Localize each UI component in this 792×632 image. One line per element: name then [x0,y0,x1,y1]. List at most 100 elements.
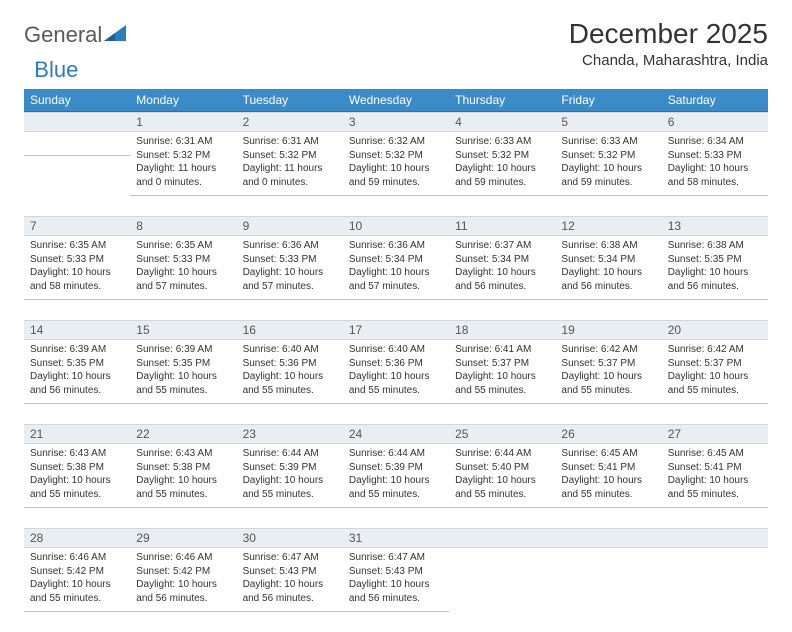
day-number-cell: 26 [555,424,661,444]
daylight-text: Daylight: 10 hours and 55 minutes. [668,474,762,501]
day-number-cell: 5 [555,112,661,133]
day-number: 18 [449,320,555,340]
daylight-text: Daylight: 10 hours and 55 minutes. [349,474,443,501]
sunrise-text: Sunrise: 6:31 AM [243,135,337,149]
day-details [662,548,768,571]
day-number: 24 [343,424,449,444]
day-cell: Sunrise: 6:47 AMSunset: 5:43 PMDaylight:… [237,548,343,632]
sunset-text: Sunset: 5:41 PM [561,461,655,475]
sunrise-text: Sunrise: 6:44 AM [455,447,549,461]
sunrise-text: Sunrise: 6:45 AM [668,447,762,461]
daylight-text: Daylight: 10 hours and 55 minutes. [136,370,230,397]
daylight-text: Daylight: 10 hours and 59 minutes. [455,162,549,189]
day-content-row: Sunrise: 6:43 AMSunset: 5:38 PMDaylight:… [24,444,768,528]
day-cell: Sunrise: 6:39 AMSunset: 5:35 PMDaylight:… [130,340,236,424]
sunrise-text: Sunrise: 6:44 AM [243,447,337,461]
day-cell: Sunrise: 6:45 AMSunset: 5:41 PMDaylight:… [662,444,768,528]
day-cell: Sunrise: 6:44 AMSunset: 5:39 PMDaylight:… [237,444,343,528]
day-number-cell: 20 [662,320,768,340]
day-cell: Sunrise: 6:31 AMSunset: 5:32 PMDaylight:… [237,132,343,216]
sunset-text: Sunset: 5:34 PM [349,253,443,267]
day-details: Sunrise: 6:42 AMSunset: 5:37 PMDaylight:… [662,340,768,404]
sunset-text: Sunset: 5:37 PM [668,357,762,371]
sunrise-text: Sunrise: 6:36 AM [349,239,443,253]
daylight-text: Daylight: 11 hours and 0 minutes. [243,162,337,189]
sunset-text: Sunset: 5:37 PM [561,357,655,371]
day-cell: Sunrise: 6:31 AMSunset: 5:32 PMDaylight:… [130,132,236,216]
sunset-text: Sunset: 5:42 PM [30,565,124,579]
day-number-cell: 3 [343,112,449,133]
day-number-cell: 27 [662,424,768,444]
sunrise-text: Sunrise: 6:38 AM [668,239,762,253]
day-cell: Sunrise: 6:36 AMSunset: 5:33 PMDaylight:… [237,236,343,320]
daylight-text: Daylight: 10 hours and 55 minutes. [455,474,549,501]
sunset-text: Sunset: 5:37 PM [455,357,549,371]
sunrise-text: Sunrise: 6:31 AM [136,135,230,149]
day-number-cell: 12 [555,216,661,236]
day-cell: Sunrise: 6:35 AMSunset: 5:33 PMDaylight:… [130,236,236,320]
day-details: Sunrise: 6:33 AMSunset: 5:32 PMDaylight:… [449,132,555,196]
sunrise-text: Sunrise: 6:33 AM [455,135,549,149]
day-cell: Sunrise: 6:33 AMSunset: 5:32 PMDaylight:… [555,132,661,216]
sunrise-text: Sunrise: 6:39 AM [30,343,124,357]
day-cell: Sunrise: 6:47 AMSunset: 5:43 PMDaylight:… [343,548,449,632]
day-number: 9 [237,216,343,236]
day-details: Sunrise: 6:45 AMSunset: 5:41 PMDaylight:… [555,444,661,508]
weekday-header: Wednesday [343,89,449,112]
sunrise-text: Sunrise: 6:40 AM [349,343,443,357]
day-number-cell: 4 [449,112,555,133]
day-number-cell: 29 [130,528,236,548]
sunset-text: Sunset: 5:41 PM [668,461,762,475]
day-number: 28 [24,528,130,548]
brand-logo: General [24,18,126,48]
sunset-text: Sunset: 5:40 PM [455,461,549,475]
daylight-text: Daylight: 10 hours and 55 minutes. [30,578,124,605]
day-number: 27 [662,424,768,444]
day-cell: Sunrise: 6:44 AMSunset: 5:40 PMDaylight:… [449,444,555,528]
daylight-text: Daylight: 10 hours and 59 minutes. [349,162,443,189]
daylight-text: Daylight: 10 hours and 57 minutes. [243,266,337,293]
sunrise-text: Sunrise: 6:37 AM [455,239,549,253]
daylight-text: Daylight: 10 hours and 57 minutes. [136,266,230,293]
sunrise-text: Sunrise: 6:46 AM [136,551,230,565]
daylight-text: Daylight: 10 hours and 55 minutes. [561,474,655,501]
day-details: Sunrise: 6:39 AMSunset: 5:35 PMDaylight:… [24,340,130,404]
day-number: 13 [662,216,768,236]
daylight-text: Daylight: 10 hours and 55 minutes. [243,474,337,501]
weekday-header: Tuesday [237,89,343,112]
day-number-row: 28293031 [24,528,768,548]
day-number-cell: 8 [130,216,236,236]
day-number: 6 [662,112,768,132]
day-number: 14 [24,320,130,340]
sunrise-text: Sunrise: 6:38 AM [561,239,655,253]
day-number-cell: 17 [343,320,449,340]
day-number: 8 [130,216,236,236]
sunrise-text: Sunrise: 6:42 AM [668,343,762,357]
day-details [24,132,130,156]
title-block: December 2025 Chanda, Maharashtra, India [569,18,768,69]
day-details: Sunrise: 6:31 AMSunset: 5:32 PMDaylight:… [237,132,343,196]
day-number-cell: 1 [130,112,236,133]
daylight-text: Daylight: 10 hours and 56 minutes. [668,266,762,293]
daylight-text: Daylight: 11 hours and 0 minutes. [136,162,230,189]
day-cell: Sunrise: 6:36 AMSunset: 5:34 PMDaylight:… [343,236,449,320]
day-details: Sunrise: 6:46 AMSunset: 5:42 PMDaylight:… [130,548,236,612]
day-cell: Sunrise: 6:35 AMSunset: 5:33 PMDaylight:… [24,236,130,320]
day-details: Sunrise: 6:34 AMSunset: 5:33 PMDaylight:… [662,132,768,196]
day-details: Sunrise: 6:38 AMSunset: 5:34 PMDaylight:… [555,236,661,300]
day-cell: Sunrise: 6:38 AMSunset: 5:34 PMDaylight:… [555,236,661,320]
day-number: 29 [130,528,236,548]
daylight-text: Daylight: 10 hours and 55 minutes. [349,370,443,397]
day-content-row: Sunrise: 6:39 AMSunset: 5:35 PMDaylight:… [24,340,768,424]
sunset-text: Sunset: 5:33 PM [668,149,762,163]
daylight-text: Daylight: 10 hours and 56 minutes. [561,266,655,293]
day-number: 10 [343,216,449,236]
day-number: 12 [555,216,661,236]
day-cell: Sunrise: 6:43 AMSunset: 5:38 PMDaylight:… [24,444,130,528]
daylight-text: Daylight: 10 hours and 57 minutes. [349,266,443,293]
day-cell: Sunrise: 6:41 AMSunset: 5:37 PMDaylight:… [449,340,555,424]
day-number-cell: 25 [449,424,555,444]
sunset-text: Sunset: 5:39 PM [243,461,337,475]
day-number [449,528,555,548]
sunrise-text: Sunrise: 6:36 AM [243,239,337,253]
